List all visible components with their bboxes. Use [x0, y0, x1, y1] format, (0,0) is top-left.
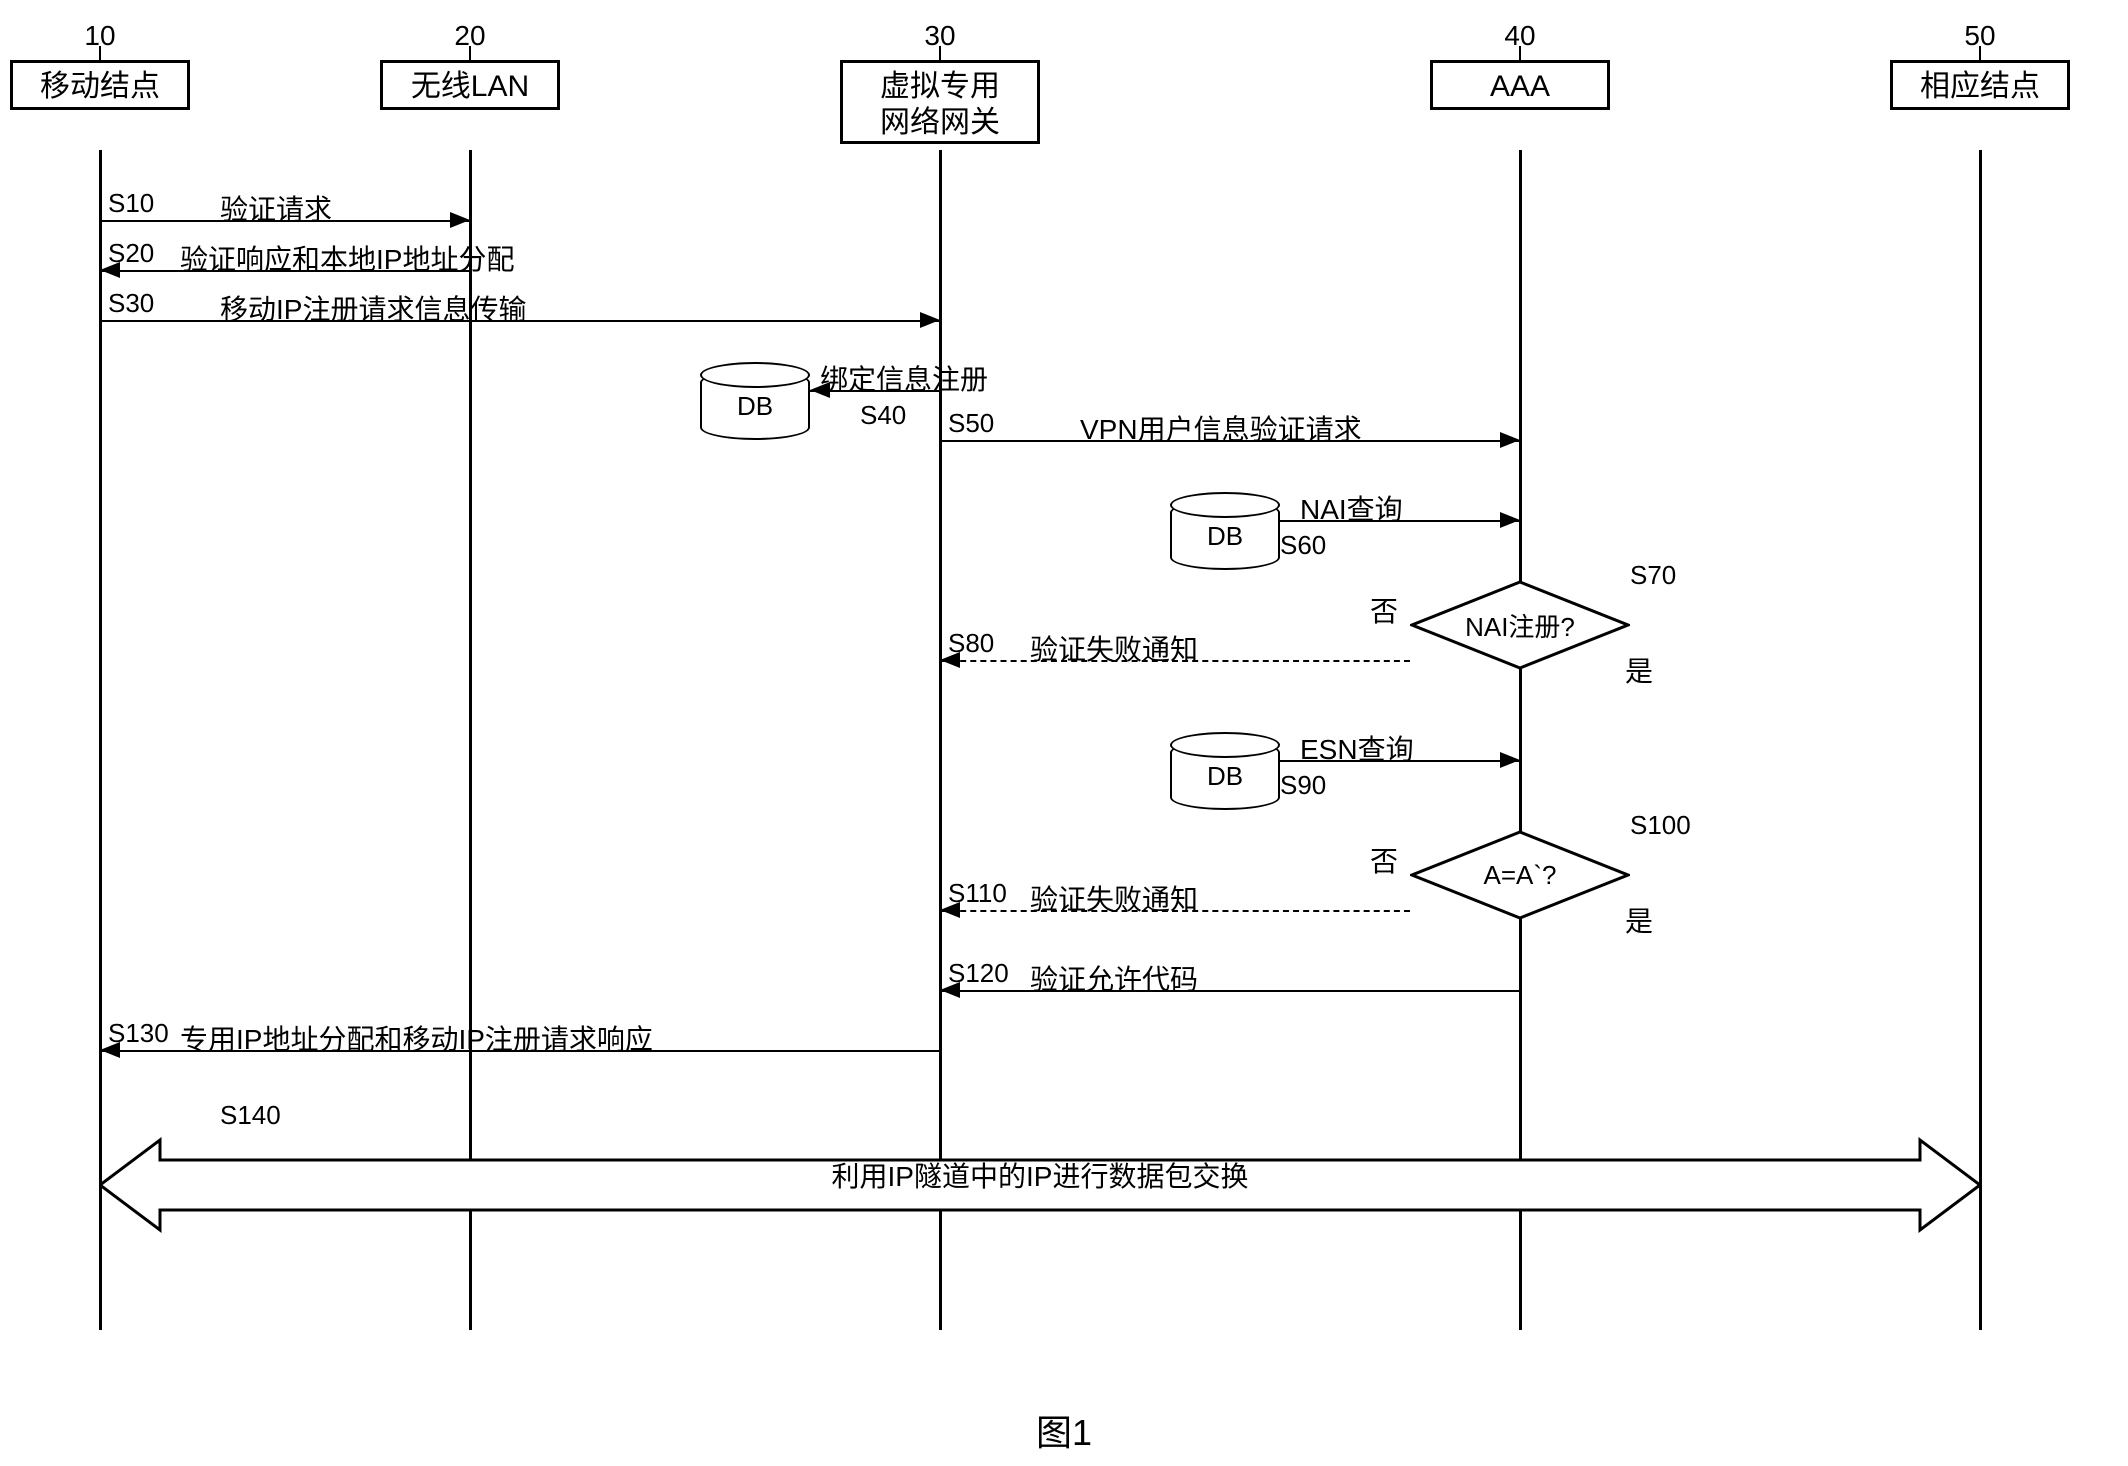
msg-label: 验证失败通知 — [1030, 628, 1198, 668]
step-label: S110 — [948, 878, 1007, 909]
step-label: S120 — [948, 958, 1009, 989]
step-label: S100 — [1630, 810, 1691, 841]
step-label: S60 — [1280, 530, 1326, 561]
msg-label: ESN查询 — [1300, 728, 1414, 768]
msg-label: 验证响应和本地IP地址分配 — [180, 238, 514, 278]
bigarrow-label: 利用IP隧道中的IP进行数据包交换 — [100, 1155, 1980, 1195]
msg-label: 验证失败通知 — [1030, 878, 1198, 918]
step-label: S70 — [1630, 560, 1676, 591]
step-label: S50 — [948, 408, 994, 439]
msg-label: 验证允许代码 — [1030, 958, 1198, 998]
msg-label: NAI查询 — [1300, 488, 1403, 528]
figure-caption: 图1 — [0, 1404, 2128, 1456]
msg-label: 验证请求 — [220, 188, 332, 228]
branch-no: 否 — [1370, 840, 1398, 880]
database-db2: DB — [1170, 500, 1280, 570]
actor-box-vpn: 虚拟专用网络网关 — [840, 60, 1040, 144]
decision-dec100: A=A`? — [1410, 830, 1630, 920]
step-label: S40 — [860, 400, 906, 431]
step-label: S20 — [108, 238, 154, 269]
step-label: S10 — [108, 188, 154, 219]
actor-box-wlan: 无线LAN — [380, 60, 560, 110]
branch-no: 否 — [1370, 590, 1398, 630]
branch-yes: 是 — [1625, 650, 1653, 690]
msg-label: 绑定信息注册 — [820, 358, 988, 398]
actor-box-cn: 相应结点 — [1890, 60, 2070, 110]
step-label: S130 — [108, 1018, 169, 1049]
branch-yes: 是 — [1625, 900, 1653, 940]
step-label: S30 — [108, 288, 154, 319]
actor-box-aaa: AAA — [1430, 60, 1610, 110]
database-db3: DB — [1170, 740, 1280, 810]
msg-label: VPN用户信息验证请求 — [1080, 408, 1362, 448]
actor-box-mn: 移动结点 — [10, 60, 190, 110]
msg-label: 移动IP注册请求信息传输 — [220, 288, 526, 328]
msg-label: 专用IP地址分配和移动IP注册请求响应 — [180, 1018, 653, 1058]
step-label: S140 — [220, 1100, 281, 1131]
step-label: S80 — [948, 628, 994, 659]
decision-dec70: NAI注册? — [1410, 580, 1630, 670]
step-label: S90 — [1280, 770, 1326, 801]
database-db1: DB — [700, 370, 810, 440]
